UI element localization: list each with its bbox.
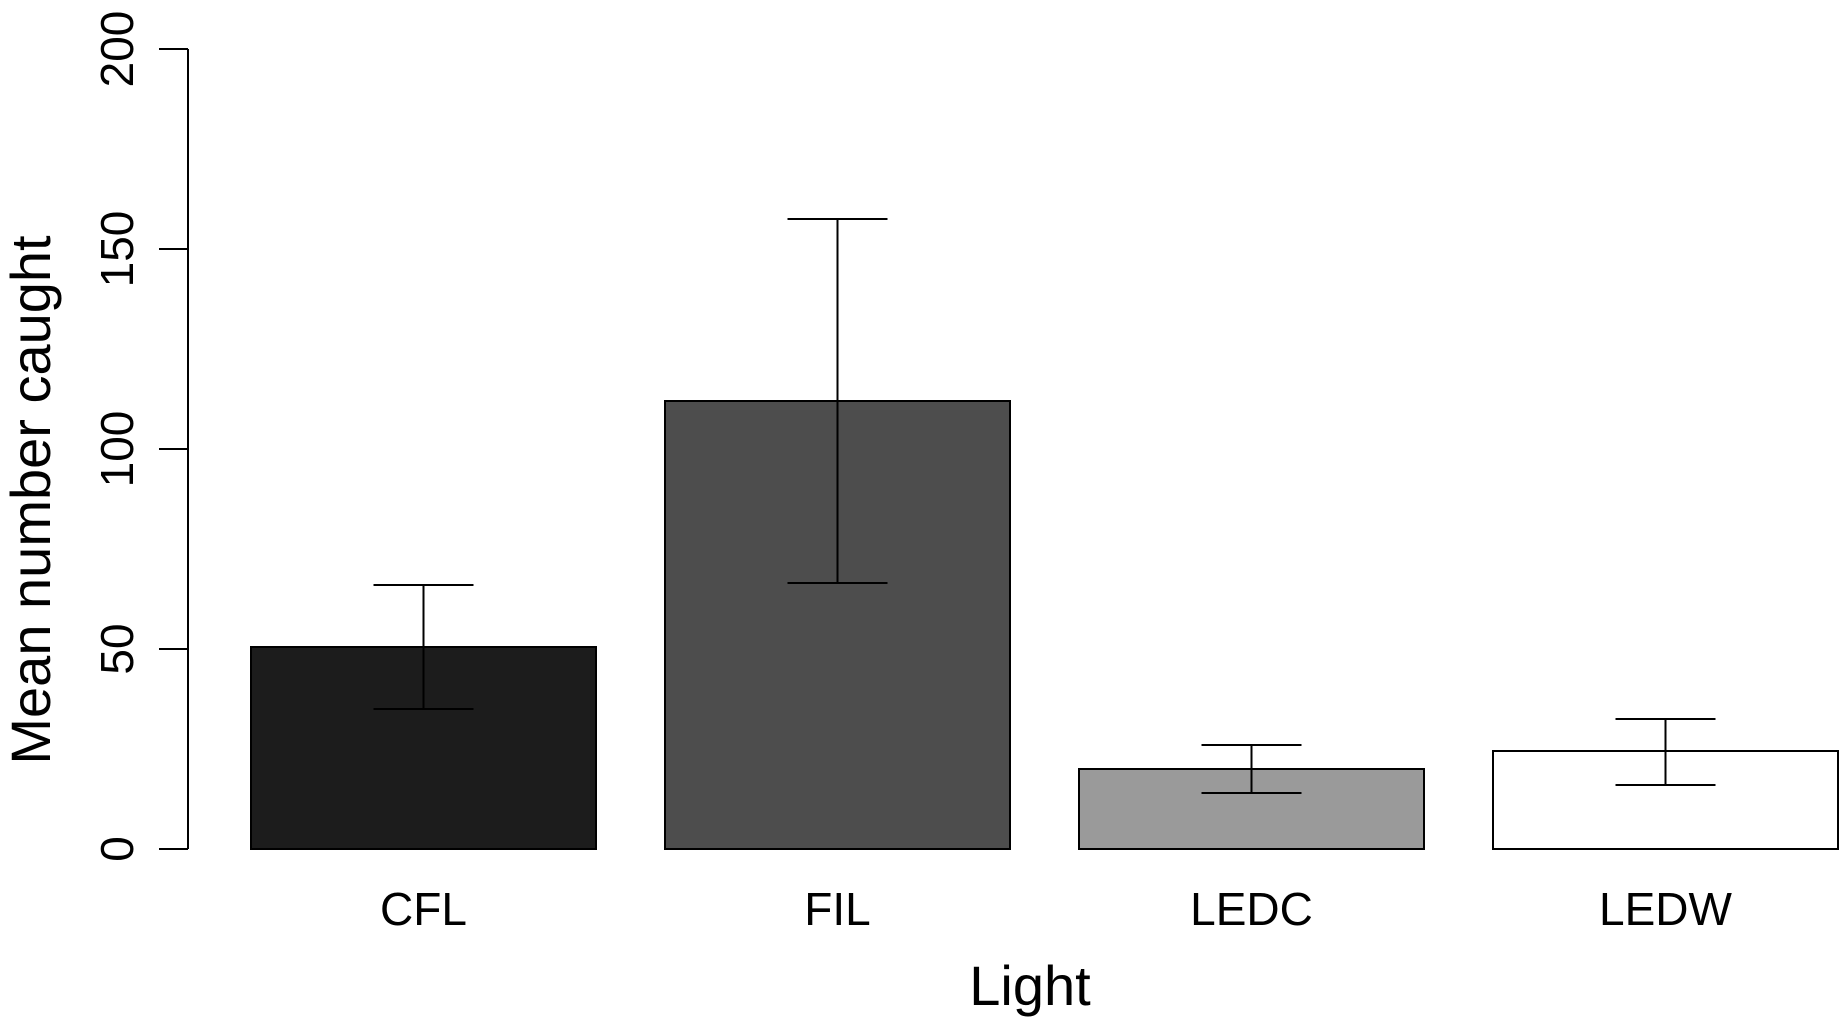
- x-tick-label-ledw: LEDW: [1599, 883, 1732, 935]
- y-axis: 0 50 100 150 200: [91, 11, 189, 862]
- bars: [250, 400, 1839, 850]
- y-tick-label: 200: [91, 11, 143, 88]
- y-tick-label: 0: [91, 836, 143, 862]
- error-bar-cfl: [373, 584, 474, 710]
- y-tick-label: 150: [91, 211, 143, 288]
- error-bar-fil: [787, 218, 888, 584]
- error-bar-ledw: [1615, 718, 1716, 786]
- x-tick-label-cfl: CFL: [380, 883, 467, 935]
- error-bars: [373, 218, 1716, 794]
- error-bar-ledc: [1201, 744, 1302, 794]
- x-axis-label: Light: [969, 954, 1091, 1017]
- y-axis-label: Mean number caught: [0, 235, 62, 765]
- x-tick-labels: CFL FIL LEDC LEDW: [380, 883, 1732, 935]
- x-tick-label-fil: FIL: [804, 883, 870, 935]
- x-tick-label-ledc: LEDC: [1190, 883, 1313, 935]
- y-tick-label: 100: [91, 411, 143, 488]
- y-tick-label: 50: [91, 623, 143, 674]
